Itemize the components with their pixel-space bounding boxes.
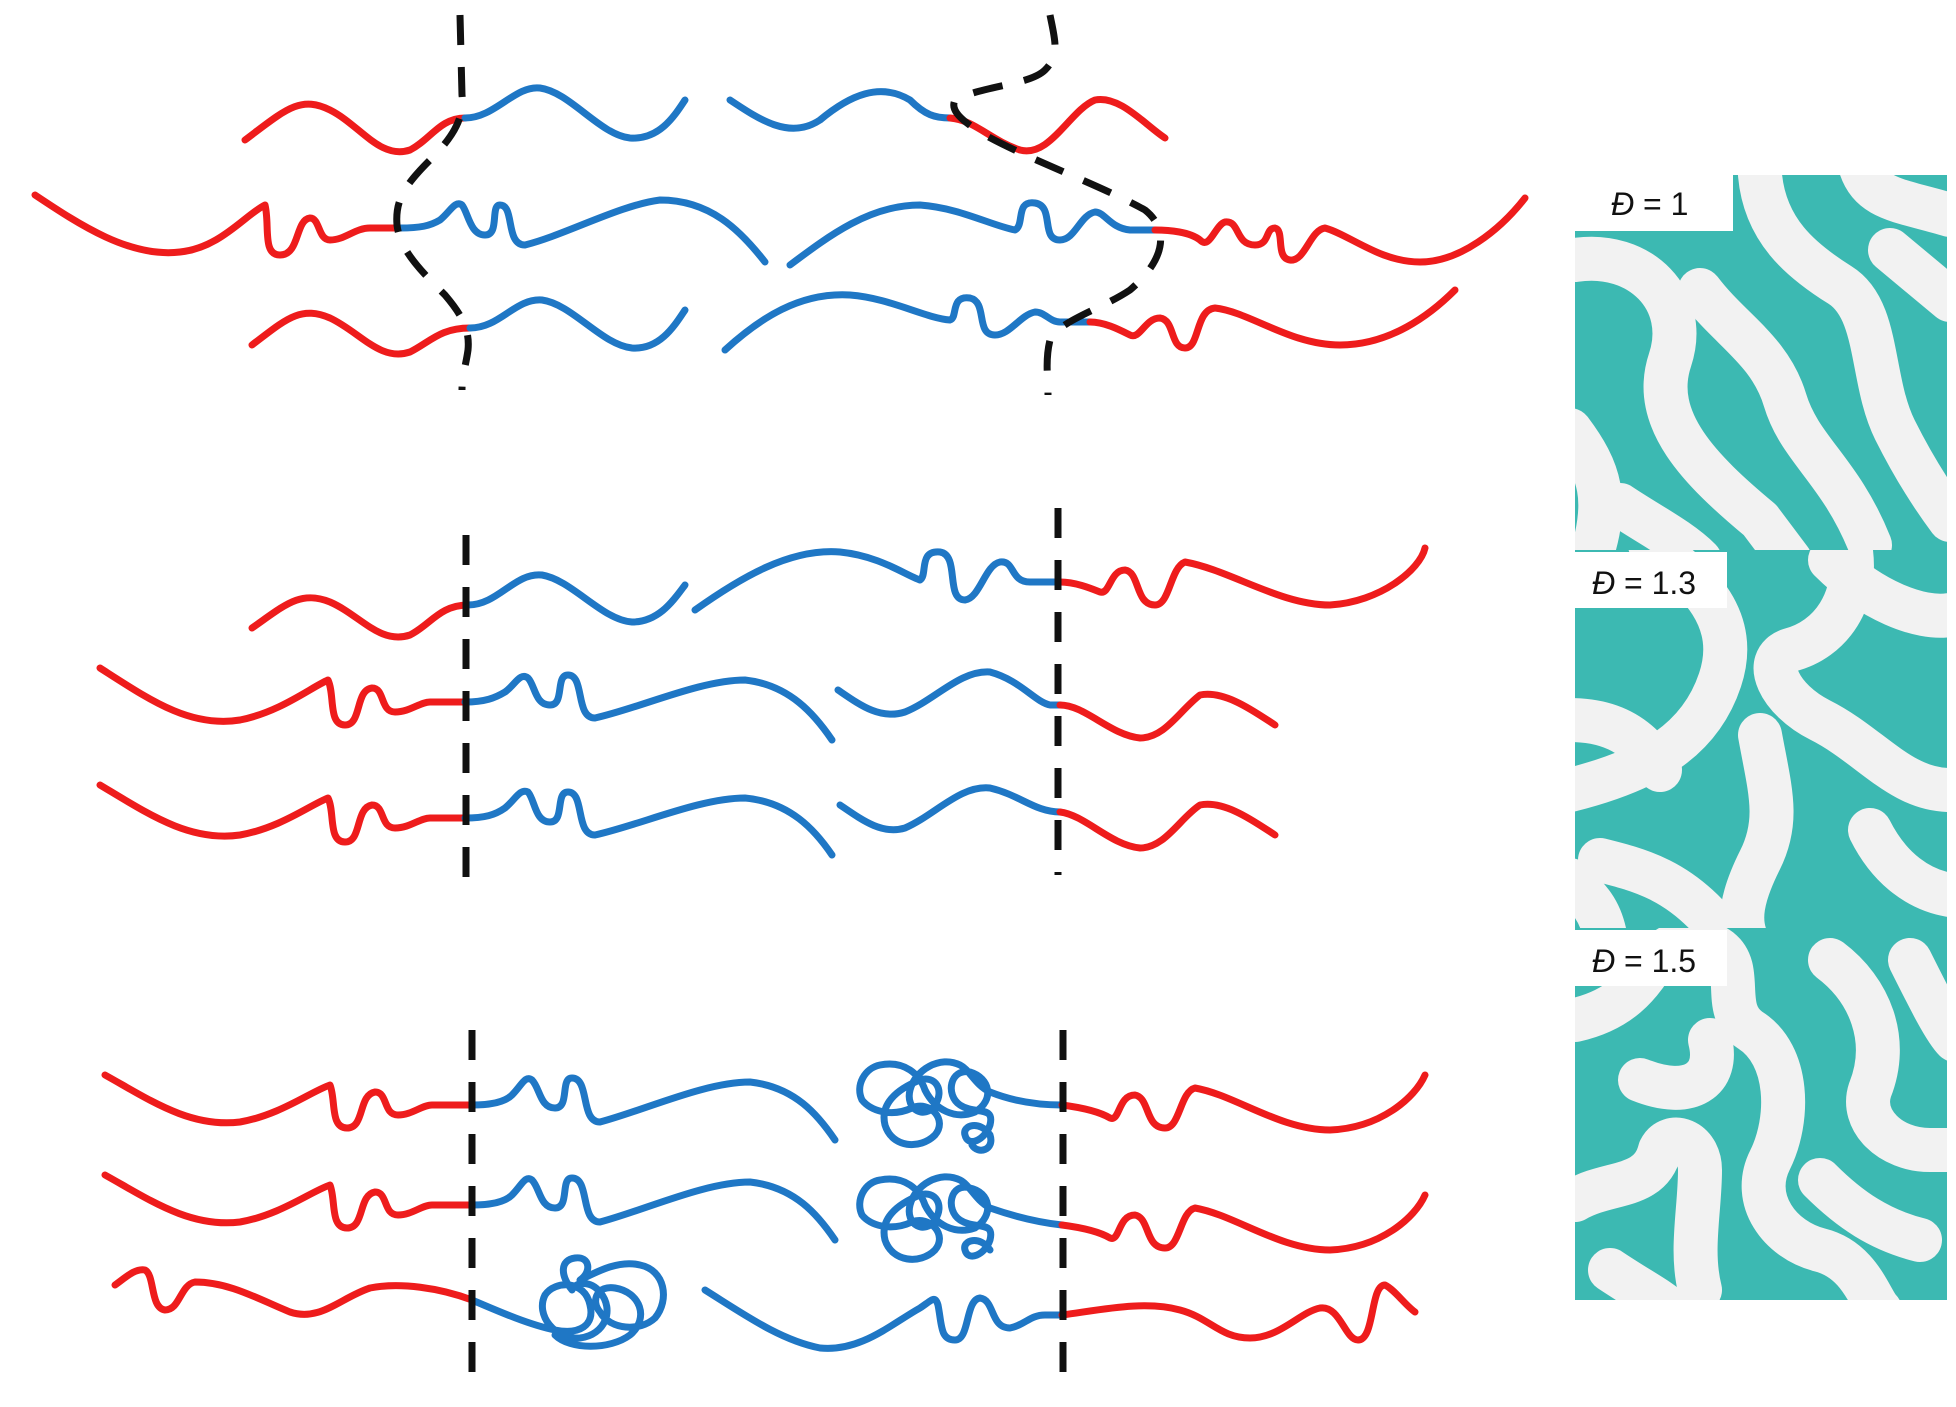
chain-3-left-blue-block	[466, 296, 689, 352]
chain-4-left-red-block	[248, 594, 472, 641]
chain-1-right-red-block	[946, 96, 1169, 155]
panel-1-symbol: Đ	[1611, 186, 1634, 222]
chain-6-right-red-block	[1056, 800, 1279, 852]
chain-9-left-blue-coil	[468, 1254, 667, 1350]
chain-3-right-blue-block	[721, 291, 1094, 354]
chain-2-left-red-block	[31, 191, 404, 259]
chain-4-left-blue-block	[464, 571, 689, 626]
chain-group-2	[96, 508, 1429, 895]
panel-3-value: 1.5	[1652, 943, 1696, 979]
chain-8-right-blue-coil	[856, 1173, 1066, 1263]
panel-2-equals: =	[1615, 565, 1651, 601]
chain-1-left-red-block	[241, 100, 469, 156]
chain-5-left-blue-block	[461, 671, 836, 744]
interface-left-curved	[393, 14, 472, 391]
chain-2-right-blue-block	[786, 199, 1159, 269]
chain-6-left-red-block	[96, 781, 469, 846]
chain-5-right-blue-block	[834, 668, 1064, 718]
chain-7-right-red-block	[1058, 1071, 1429, 1134]
chain-5-right-red-block	[1056, 690, 1279, 742]
panel-3-label: Đ = 1.5	[1575, 930, 1727, 986]
panel-2-value: 1.3	[1652, 565, 1696, 601]
chain-group-3	[101, 1030, 1429, 1392]
svg-text:Đ = 1.3: Đ = 1.3	[1592, 565, 1696, 601]
panel-2-label: Đ = 1.3	[1575, 552, 1727, 608]
chain-3-right-red-block	[1086, 286, 1459, 352]
morphology-panel-2	[1575, 550, 1947, 928]
chain-8-left-blue-block	[468, 1174, 839, 1244]
panel-1-equals: =	[1634, 186, 1670, 222]
chain-8-left-red-block	[101, 1171, 476, 1232]
panel-3-equals: =	[1615, 943, 1651, 979]
chain-1-left-blue-block	[461, 84, 689, 142]
chain-2-right-red-block	[1151, 194, 1529, 266]
panel-1-value: 1	[1671, 186, 1689, 222]
morphology-panel-1	[1575, 175, 1947, 550]
chain-6-right-blue-block	[836, 784, 1064, 834]
chain-9-right-blue-block	[701, 1286, 1066, 1352]
panel-3-symbol: Đ	[1592, 943, 1615, 979]
svg-text:Đ = 1: Đ = 1	[1611, 186, 1688, 222]
panel-2-symbol: Đ	[1592, 565, 1615, 601]
chain-7-left-red-block	[101, 1071, 476, 1132]
chain-9-left-red-block	[111, 1266, 476, 1318]
chain-4-right-red-block	[1056, 544, 1429, 609]
chain-2-left-blue-block	[396, 196, 769, 266]
interface-right-curved	[950, 14, 1164, 396]
chain-5-left-red-block	[96, 664, 469, 729]
chain-group-1	[31, 14, 1529, 396]
chain-3-left-red-block	[248, 309, 474, 358]
chain-1-right-blue-block	[726, 88, 954, 132]
chain-9-right-red-block	[1058, 1281, 1419, 1344]
chain-7-right-blue-coil	[856, 1058, 1066, 1154]
chain-4-right-blue-block	[691, 548, 1064, 614]
chain-8-right-red-block	[1058, 1191, 1429, 1254]
panel-1-label: Đ = 1	[1575, 175, 1733, 231]
chain-6-left-blue-block	[461, 787, 836, 859]
svg-text:Đ = 1.5: Đ = 1.5	[1592, 943, 1696, 979]
chain-7-left-blue-block	[468, 1074, 839, 1144]
